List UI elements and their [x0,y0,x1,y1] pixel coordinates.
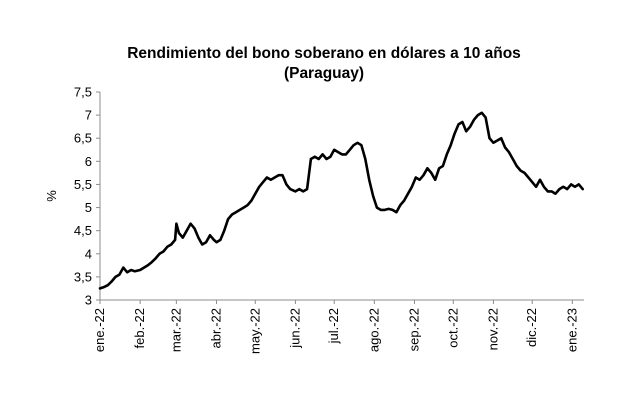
x-axis: ene.-22 feb.-22 mar.-22 abr.-22 may.-22 jun.-… [92,299,584,354]
x-tick-label: abr.-22 [208,308,223,348]
y-tick-label: 5 [85,200,92,215]
x-tick-label: dic.-22 [524,308,539,347]
x-tick-label: ene.-22 [92,308,107,352]
x-tick-label: feb.-22 [132,308,147,348]
chart-title: Rendimiento del bono soberano en dólares… [127,45,521,62]
x-tick-label: may.-22 [247,308,262,354]
x-tick-label: nov.-22 [485,308,500,350]
y-tick-label: 3 [85,293,92,308]
y-tick-label: 6,5 [74,131,92,146]
x-tick-label: ene.-23 [564,308,579,352]
y-tick-label: 4 [85,246,92,261]
y-tick-label: 3,5 [74,269,92,284]
x-tick-label: jun.-22 [287,308,302,349]
x-tick-label: jul.-22 [326,308,341,344]
x-tick-label: ago.-22 [366,308,381,352]
y-tick-label: 7 [85,108,92,123]
x-tick-label: sep.-22 [406,308,421,351]
y-tick-label: 4,5 [74,223,92,238]
y-tick-label: 7,5 [74,85,92,100]
chart-subtitle: (Paraguay) [284,65,364,82]
y-axis-label: % [44,190,59,202]
y-axis: 3 3,5 4 4,5 5 5,5 6 6,5 7 7,5 [74,85,101,308]
x-tick-label: oct.-22 [445,308,460,348]
series-line [98,111,585,290]
x-tick-label: mar.-22 [168,308,183,352]
series-layer [98,111,585,290]
y-tick-label: 6 [85,154,92,169]
y-tick-label: 5,5 [74,177,92,192]
